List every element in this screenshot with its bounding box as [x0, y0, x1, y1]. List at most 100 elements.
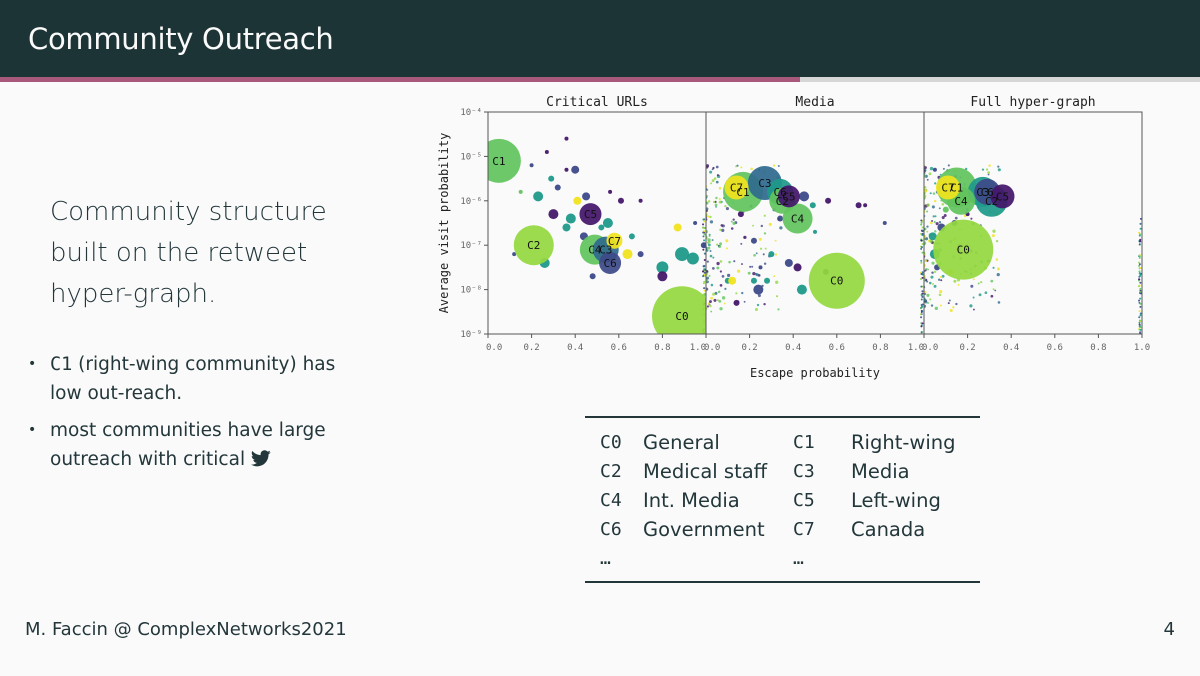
small-community-point [784, 258, 793, 267]
small-community-point [932, 167, 937, 172]
edge-point [703, 289, 706, 292]
small-community-point [637, 251, 644, 258]
noise-point [926, 178, 929, 181]
noise-point [711, 239, 714, 242]
edge-point [920, 325, 923, 328]
edge-point [921, 310, 924, 313]
noise-point [930, 275, 934, 279]
edge-point [1139, 217, 1142, 220]
noise-point [947, 164, 950, 167]
legend-row: C2 Medical staff C3 Media [585, 457, 980, 486]
small-community-point [529, 163, 534, 168]
noise-point [933, 284, 937, 288]
community-bubble [777, 185, 800, 208]
noise-point [735, 165, 737, 168]
community-label: C3 [599, 244, 612, 257]
noise-point [954, 216, 958, 220]
noise-point [774, 239, 777, 242]
community-label: C7 [608, 235, 621, 248]
y-tick-label: 10⁻⁹ [460, 330, 482, 340]
community-label: C0 [675, 310, 688, 323]
small-community-point [777, 215, 784, 222]
noise-point [718, 186, 722, 190]
noise-point [939, 304, 942, 307]
edge-point [920, 303, 923, 306]
noise-point [713, 177, 717, 180]
community-label: C1 [736, 186, 749, 199]
noise-point [707, 215, 710, 218]
edge-point [921, 230, 924, 233]
noise-point [924, 237, 929, 241]
noise-point [706, 269, 709, 273]
community-label: C1 [492, 155, 505, 168]
edge-point [1138, 272, 1141, 275]
noise-point [709, 170, 713, 174]
small-community-point [554, 184, 561, 191]
community-bubble [724, 175, 749, 200]
noise-point [930, 304, 934, 307]
legend-ellipsis: … [600, 548, 611, 569]
small-community-point [737, 211, 744, 218]
edge-point [701, 270, 704, 273]
small-community-point [628, 233, 635, 240]
community-bubble [935, 175, 960, 200]
edge-point [702, 226, 705, 229]
edge-point [703, 280, 706, 283]
noise-point [996, 267, 1000, 271]
noise-point [706, 276, 710, 280]
slide-header: Community Outreach [0, 0, 1200, 77]
noise-point [728, 260, 731, 264]
edge-point [920, 239, 923, 242]
edge-point [921, 242, 924, 245]
y-tick-label: 10⁻⁶ [460, 197, 482, 207]
noise-point [743, 300, 746, 303]
noise-point [737, 269, 741, 273]
noise-point [707, 200, 711, 203]
edge-point [1139, 222, 1142, 225]
noise-point [715, 180, 719, 184]
noise-point [721, 296, 726, 300]
noise-point [708, 274, 711, 277]
edge-point [1139, 266, 1142, 269]
legend-name: Left-wing [851, 489, 941, 512]
noise-point [755, 273, 759, 277]
noise-point [985, 168, 989, 171]
noise-point [753, 253, 756, 257]
noise-point [926, 225, 929, 228]
small-community-point [548, 209, 559, 220]
noise-point [716, 261, 720, 266]
noise-point [987, 171, 991, 175]
noise-point [721, 275, 725, 278]
small-community-point [562, 223, 571, 232]
edge-point [1138, 310, 1141, 313]
edge-point [703, 259, 706, 262]
noise-point [721, 228, 725, 232]
noise-point [931, 205, 935, 209]
noise-point [724, 204, 727, 208]
noise-point [749, 265, 752, 268]
noise-point [934, 230, 937, 233]
x-tick-label: 0.0 [486, 343, 502, 353]
small-community-point [673, 223, 682, 232]
noise-point [707, 238, 711, 242]
noise-point [932, 283, 934, 285]
small-community-point [589, 273, 596, 280]
legend-code: C6 [600, 519, 622, 540]
noise-point [932, 215, 935, 218]
noise-point [924, 304, 927, 308]
small-community-point [693, 221, 698, 225]
small-community-point [750, 277, 757, 284]
noise-point [938, 220, 942, 224]
noise-point [726, 247, 729, 250]
small-community-point [793, 263, 802, 272]
noise-point [706, 305, 710, 308]
noise-point [758, 237, 762, 241]
community-bubble [933, 219, 994, 280]
x-tick-label: 0.8 [1090, 343, 1106, 353]
noise-point [757, 293, 761, 298]
noise-point [719, 228, 722, 232]
noise-point [775, 280, 779, 284]
bullet-dot: • [28, 356, 37, 372]
noise-point [763, 232, 767, 235]
x-axis-label: Escape probability [750, 366, 880, 380]
